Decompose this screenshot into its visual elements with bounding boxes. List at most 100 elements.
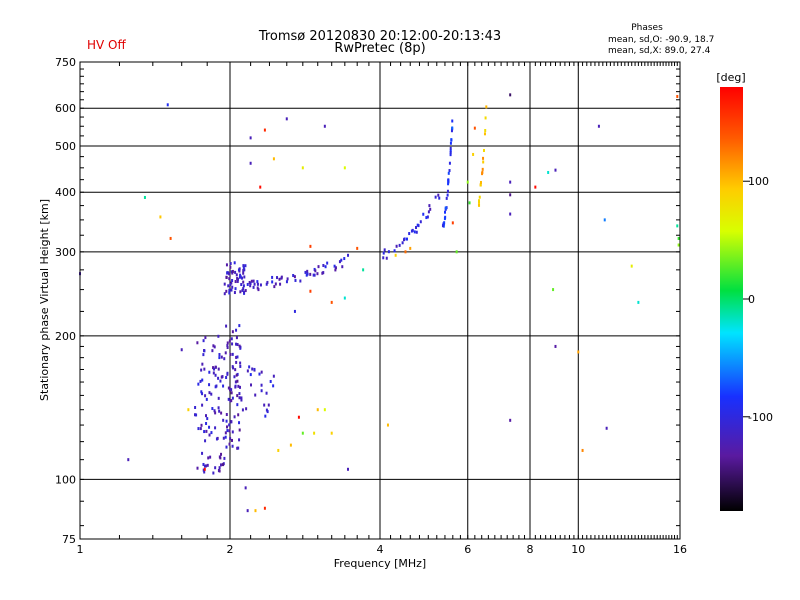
- data-point: [228, 272, 231, 276]
- data-point: [347, 253, 350, 257]
- data-point: [293, 309, 296, 313]
- data-point: [477, 199, 480, 203]
- data-point: [245, 407, 248, 411]
- data-point: [237, 446, 240, 450]
- data-point: [214, 466, 217, 470]
- data-point: [244, 289, 247, 293]
- data-point: [222, 463, 225, 467]
- data-point: [223, 292, 226, 296]
- data-point: [272, 374, 275, 378]
- data-point: [228, 423, 231, 427]
- data-point: [202, 462, 205, 466]
- data-point: [398, 243, 401, 247]
- data-point: [225, 413, 228, 417]
- data-point: [297, 415, 300, 419]
- data-point: [200, 423, 203, 427]
- data-point: [468, 201, 471, 205]
- data-point: [323, 408, 326, 412]
- data-point: [509, 212, 512, 216]
- x-tick-label: 2: [227, 543, 234, 556]
- data-point: [231, 330, 234, 334]
- data-point: [235, 328, 238, 332]
- data-point: [231, 430, 234, 434]
- data-point: [313, 431, 316, 435]
- data-point: [267, 403, 270, 407]
- x-tick-label: 16: [673, 543, 687, 556]
- data-point: [225, 263, 228, 267]
- data-point: [444, 215, 447, 219]
- data-point: [395, 244, 398, 248]
- data-point: [208, 391, 211, 395]
- data-point: [241, 288, 244, 292]
- data-point: [229, 352, 232, 356]
- data-point: [254, 509, 257, 513]
- data-point: [285, 117, 288, 121]
- data-point: [271, 280, 274, 284]
- data-point: [226, 425, 228, 429]
- data-point: [289, 443, 292, 447]
- data-point: [343, 257, 346, 261]
- hv-status: HV Off: [87, 38, 126, 52]
- data-point: [205, 421, 208, 425]
- data-point: [204, 464, 207, 468]
- data-point: [428, 204, 431, 208]
- data-point: [228, 442, 231, 446]
- data-point: [234, 380, 237, 384]
- data-point: [509, 93, 512, 97]
- data-point: [225, 275, 228, 279]
- data-point: [343, 166, 346, 170]
- x-tick-label: 10: [571, 543, 585, 556]
- data-point: [451, 119, 454, 123]
- data-point: [265, 282, 268, 286]
- x-axis-label: Frequency [MHz]: [334, 557, 426, 570]
- data-point: [256, 286, 259, 290]
- data-point: [220, 411, 223, 415]
- data-point: [213, 345, 216, 349]
- data-point: [233, 261, 236, 265]
- data-point: [211, 349, 214, 353]
- data-point: [212, 344, 215, 348]
- data-point: [274, 282, 277, 286]
- data-point: [637, 300, 640, 304]
- data-point: [230, 388, 233, 392]
- data-point: [478, 195, 481, 199]
- data-point: [231, 271, 234, 275]
- data-point: [630, 264, 633, 268]
- data-point: [481, 167, 484, 171]
- data-point: [217, 406, 220, 410]
- data-point: [473, 126, 476, 130]
- data-point: [242, 269, 245, 273]
- data-point: [260, 370, 263, 374]
- data-point: [257, 288, 260, 292]
- data-point: [410, 229, 413, 233]
- data-point: [210, 392, 213, 396]
- data-point: [208, 370, 211, 374]
- data-point: [248, 280, 251, 284]
- data-point: [230, 399, 233, 403]
- data-point: [206, 417, 209, 421]
- tick-labels: 1 2 4 6 8 10 16 75 100 200 300 400 500 600 750: [55, 56, 687, 556]
- data-point: [234, 270, 237, 274]
- data-point: [447, 179, 450, 183]
- x-tick-label: 4: [377, 543, 384, 556]
- data-point: [218, 409, 221, 413]
- data-point: [394, 253, 397, 257]
- data-point: [225, 376, 228, 380]
- data-point: [204, 394, 207, 398]
- x-tick-label: 6: [464, 543, 471, 556]
- data-point: [417, 224, 420, 228]
- data-point: [222, 436, 225, 440]
- data-point: [231, 342, 234, 346]
- data-point: [202, 339, 205, 343]
- data-point: [203, 349, 206, 353]
- data-point: [236, 279, 239, 283]
- data-point: [240, 396, 243, 400]
- data-point: [208, 433, 211, 437]
- data-point: [509, 418, 512, 422]
- data-point: [309, 244, 312, 248]
- data-point: [249, 136, 252, 140]
- data-point: [292, 273, 295, 277]
- data-point: [226, 429, 229, 433]
- data-point: [333, 264, 336, 268]
- data-point: [485, 105, 488, 109]
